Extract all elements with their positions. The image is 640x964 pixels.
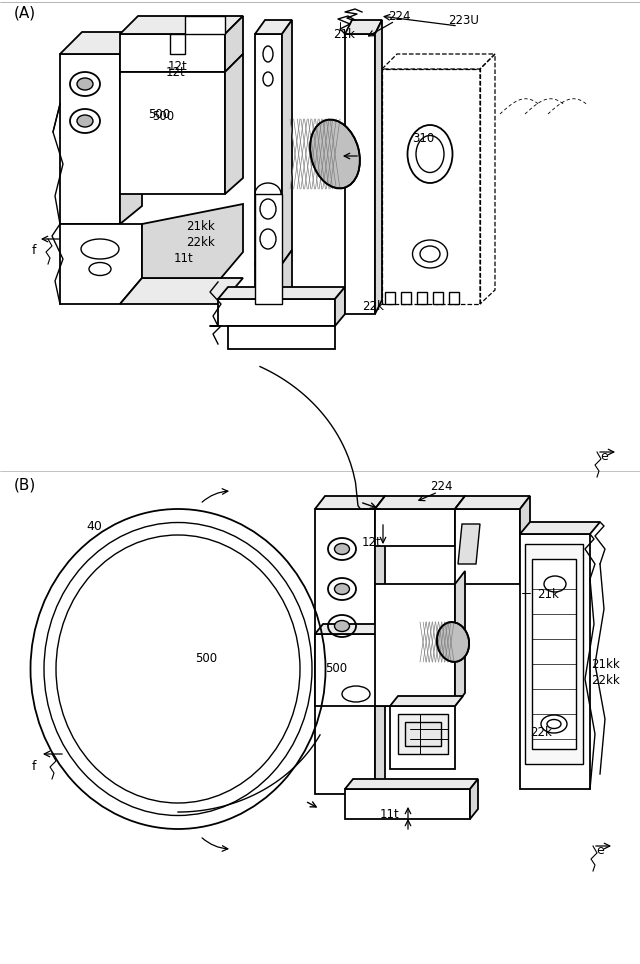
Polygon shape	[218, 299, 335, 326]
Polygon shape	[60, 224, 142, 304]
Text: 223U: 223U	[448, 14, 479, 28]
Polygon shape	[390, 624, 398, 706]
Polygon shape	[120, 34, 225, 72]
Polygon shape	[315, 496, 385, 509]
Polygon shape	[282, 20, 292, 264]
Polygon shape	[335, 287, 345, 326]
Text: e: e	[600, 449, 608, 463]
Polygon shape	[390, 696, 463, 706]
Polygon shape	[218, 287, 345, 299]
Polygon shape	[345, 789, 470, 819]
Polygon shape	[315, 624, 398, 634]
Polygon shape	[520, 522, 600, 534]
Polygon shape	[228, 326, 335, 349]
Polygon shape	[255, 34, 282, 264]
Polygon shape	[455, 509, 520, 584]
Polygon shape	[375, 496, 385, 794]
Text: 22k: 22k	[530, 726, 552, 738]
Polygon shape	[345, 20, 382, 34]
Polygon shape	[225, 54, 243, 194]
Text: f: f	[32, 245, 36, 257]
Text: 500: 500	[325, 662, 347, 676]
Text: (A): (A)	[14, 6, 36, 20]
Ellipse shape	[335, 544, 349, 554]
Polygon shape	[225, 16, 243, 72]
Text: 12t: 12t	[362, 537, 381, 549]
Polygon shape	[255, 20, 292, 34]
Polygon shape	[401, 292, 411, 304]
Text: 11t: 11t	[380, 808, 400, 820]
Polygon shape	[532, 559, 576, 749]
Text: 40: 40	[86, 520, 102, 532]
Text: 21kk: 21kk	[186, 221, 215, 233]
Text: 224: 224	[388, 11, 410, 23]
Polygon shape	[120, 72, 225, 194]
Text: 12t: 12t	[168, 60, 188, 72]
Text: (B): (B)	[14, 477, 36, 493]
Polygon shape	[470, 779, 478, 819]
Text: f: f	[32, 760, 36, 772]
Text: e: e	[596, 844, 604, 856]
Text: 500: 500	[195, 652, 217, 664]
Polygon shape	[142, 204, 243, 278]
Text: 11t: 11t	[174, 253, 194, 265]
Text: 12t: 12t	[166, 66, 186, 78]
Polygon shape	[120, 278, 243, 304]
Text: 500: 500	[152, 111, 174, 123]
Polygon shape	[390, 706, 455, 769]
Polygon shape	[375, 509, 455, 546]
Polygon shape	[405, 722, 441, 746]
Polygon shape	[170, 34, 185, 54]
Text: 21k: 21k	[537, 587, 559, 601]
Text: 22k: 22k	[362, 301, 384, 313]
Text: 224: 224	[430, 480, 452, 494]
Ellipse shape	[437, 622, 469, 662]
Polygon shape	[255, 264, 282, 304]
Polygon shape	[433, 292, 443, 304]
Polygon shape	[60, 32, 142, 54]
Text: 21k: 21k	[333, 29, 355, 41]
Polygon shape	[60, 54, 120, 224]
Polygon shape	[315, 509, 375, 794]
Text: 310: 310	[412, 131, 435, 145]
Ellipse shape	[77, 78, 93, 90]
Polygon shape	[520, 496, 530, 584]
Polygon shape	[417, 292, 427, 304]
Polygon shape	[449, 292, 459, 304]
Polygon shape	[120, 32, 142, 224]
Polygon shape	[345, 34, 375, 314]
Polygon shape	[375, 584, 455, 706]
Ellipse shape	[335, 621, 349, 631]
Polygon shape	[375, 20, 382, 314]
Polygon shape	[458, 524, 480, 564]
Polygon shape	[345, 779, 478, 789]
Text: 22kk: 22kk	[591, 675, 620, 687]
Polygon shape	[315, 634, 390, 706]
Text: 22kk: 22kk	[186, 235, 215, 249]
Ellipse shape	[335, 583, 349, 595]
Polygon shape	[255, 194, 282, 304]
Text: 500: 500	[148, 108, 170, 120]
Polygon shape	[375, 496, 465, 509]
Polygon shape	[398, 714, 448, 754]
Polygon shape	[282, 250, 292, 304]
Polygon shape	[385, 292, 395, 304]
Ellipse shape	[310, 120, 360, 188]
Polygon shape	[525, 544, 583, 764]
Polygon shape	[520, 534, 590, 789]
Polygon shape	[455, 496, 530, 509]
Polygon shape	[185, 16, 225, 34]
Polygon shape	[120, 16, 243, 34]
Text: 21kk: 21kk	[591, 657, 620, 671]
Polygon shape	[455, 571, 465, 706]
Ellipse shape	[77, 115, 93, 127]
Polygon shape	[455, 496, 465, 546]
